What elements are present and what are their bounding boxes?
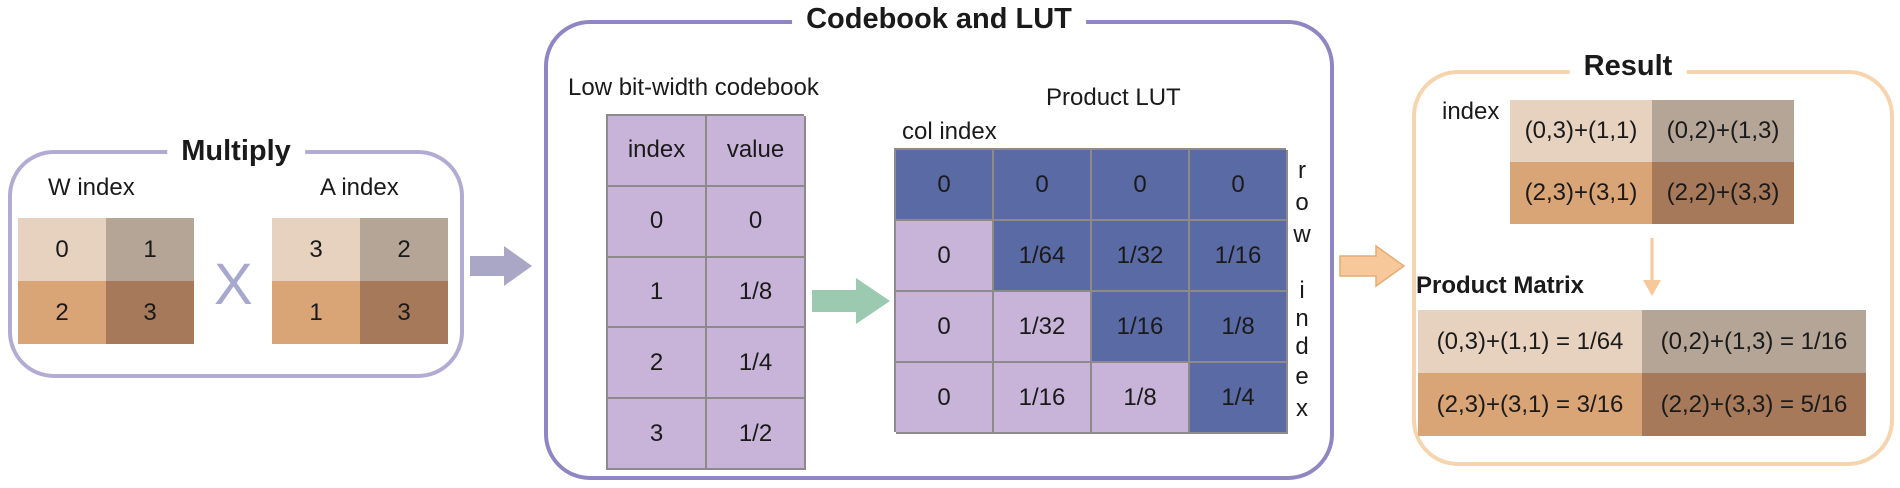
arrow-down-icon <box>1643 238 1661 296</box>
product-cell: (2,3)+(3,1) = 3/16 <box>1418 373 1642 436</box>
lut-cell: 0 <box>896 363 994 434</box>
lut-cell: 1/8 <box>1092 363 1190 434</box>
w-cell: 0 <box>18 218 106 281</box>
a-index-label: A index <box>320 174 399 201</box>
w-index-matrix: 0 1 2 3 <box>18 218 194 344</box>
row-index-letter: d <box>1295 333 1309 360</box>
lut-cell: 1/16 <box>994 363 1092 434</box>
a-cell: 2 <box>360 218 448 281</box>
lut-cell: 1/4 <box>1190 363 1288 434</box>
result-index-matrix: (0,3)+(1,1) (0,2)+(1,3) (2,3)+(3,1) (2,2… <box>1510 100 1794 224</box>
lut-cell: 0 <box>896 150 994 221</box>
codebook-cell: 1/8 <box>707 257 806 329</box>
codebook-cell: 3 <box>608 399 707 470</box>
row-index-letter: e <box>1295 363 1309 390</box>
product-cell: (0,3)+(1,1) = 1/64 <box>1418 310 1642 373</box>
product-cell: (2,2)+(3,3) = 5/16 <box>1642 373 1866 436</box>
lut-cell: 0 <box>1092 150 1190 221</box>
a-index-matrix: 3 2 1 3 <box>272 218 448 344</box>
lut-cell: 0 <box>994 150 1092 221</box>
arrow-right-icon <box>1339 244 1406 288</box>
codebook-cell: 1/4 <box>707 328 806 400</box>
arrow-right-icon <box>470 246 532 286</box>
product-lut-label: Product LUT <box>1046 84 1181 111</box>
lut-cell: 1/32 <box>1092 221 1190 292</box>
multiply-title: Multiply <box>167 134 305 168</box>
product-matrix-label: Product Matrix <box>1416 272 1585 299</box>
index-cell: (0,3)+(1,1) <box>1510 100 1652 162</box>
codebook-header-index: index <box>608 116 707 187</box>
codebook-header-value: value <box>707 116 806 187</box>
lut-cell: 1/16 <box>1092 292 1190 363</box>
lut-cell: 1/16 <box>1190 221 1288 292</box>
index-cell: (2,3)+(3,1) <box>1510 162 1652 224</box>
result-title: Result <box>1569 49 1687 83</box>
w-cell: 2 <box>18 281 106 344</box>
lut-cell: 1/64 <box>994 221 1092 292</box>
row-index-letter: i <box>1299 277 1305 304</box>
multiply-symbol: X <box>214 252 253 317</box>
row-index-letter: r <box>1298 157 1306 184</box>
codebook-label: Low bit-width codebook <box>568 74 819 101</box>
w-cell: 1 <box>106 218 194 281</box>
codebook-cell: 1 <box>608 257 707 329</box>
product-lut-table: 0 0 0 0 0 1/64 1/32 1/16 0 1/32 1/16 1/8… <box>894 148 1288 434</box>
codebook-cell: 1/2 <box>707 399 806 470</box>
codebook-cell: 0 <box>608 186 707 258</box>
arrow-right-icon <box>812 278 890 324</box>
lut-cell: 0 <box>896 292 994 363</box>
codebook-cell: 2 <box>608 328 707 400</box>
a-cell: 3 <box>360 281 448 344</box>
index-cell: (0,2)+(1,3) <box>1652 100 1794 162</box>
row-index-letter: x <box>1296 395 1308 422</box>
w-cell: 3 <box>106 281 194 344</box>
row-index-letter: w <box>1293 221 1311 248</box>
lut-cell: 0 <box>896 221 994 292</box>
lut-cell: 1/8 <box>1190 292 1288 363</box>
product-matrix: (0,3)+(1,1) = 1/64 (0,2)+(1,3) = 1/16 (2… <box>1418 310 1866 436</box>
codebook-title: Codebook and LUT <box>792 2 1086 36</box>
a-cell: 3 <box>272 218 360 281</box>
index-label: index <box>1442 98 1500 125</box>
index-cell: (2,2)+(3,3) <box>1652 162 1794 224</box>
a-cell: 1 <box>272 281 360 344</box>
lut-cell: 1/32 <box>994 292 1092 363</box>
col-index-label: col index <box>902 118 997 145</box>
row-index-letter: n <box>1295 305 1309 332</box>
codebook-cell: 0 <box>707 186 806 258</box>
lut-cell: 0 <box>1190 150 1288 221</box>
product-cell: (0,2)+(1,3) = 1/16 <box>1642 310 1866 373</box>
w-index-label: W index <box>48 174 135 201</box>
row-index-letter: o <box>1295 189 1309 216</box>
codebook-table: index value 0 0 1 1/8 2 1/4 3 1/2 <box>606 114 806 470</box>
